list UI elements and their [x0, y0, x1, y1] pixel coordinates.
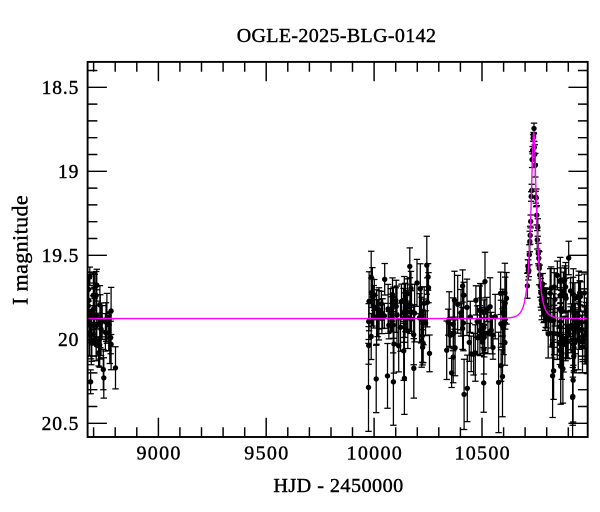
- svg-text:19: 19: [58, 162, 79, 183]
- svg-text:20: 20: [58, 330, 79, 351]
- svg-text:18.5: 18.5: [42, 78, 80, 99]
- svg-text:HJD - 2450000: HJD - 2450000: [273, 475, 403, 497]
- svg-text:9000: 9000: [136, 442, 181, 464]
- svg-text:9500: 9500: [244, 442, 289, 464]
- svg-text:20.5: 20.5: [42, 414, 80, 435]
- svg-text:10000: 10000: [347, 442, 404, 464]
- svg-text:19.5: 19.5: [42, 246, 80, 267]
- svg-text:OGLE-2025-BLG-0142: OGLE-2025-BLG-0142: [237, 25, 437, 47]
- svg-text:10500: 10500: [454, 442, 511, 464]
- svg-text:I magnitude: I magnitude: [8, 195, 33, 305]
